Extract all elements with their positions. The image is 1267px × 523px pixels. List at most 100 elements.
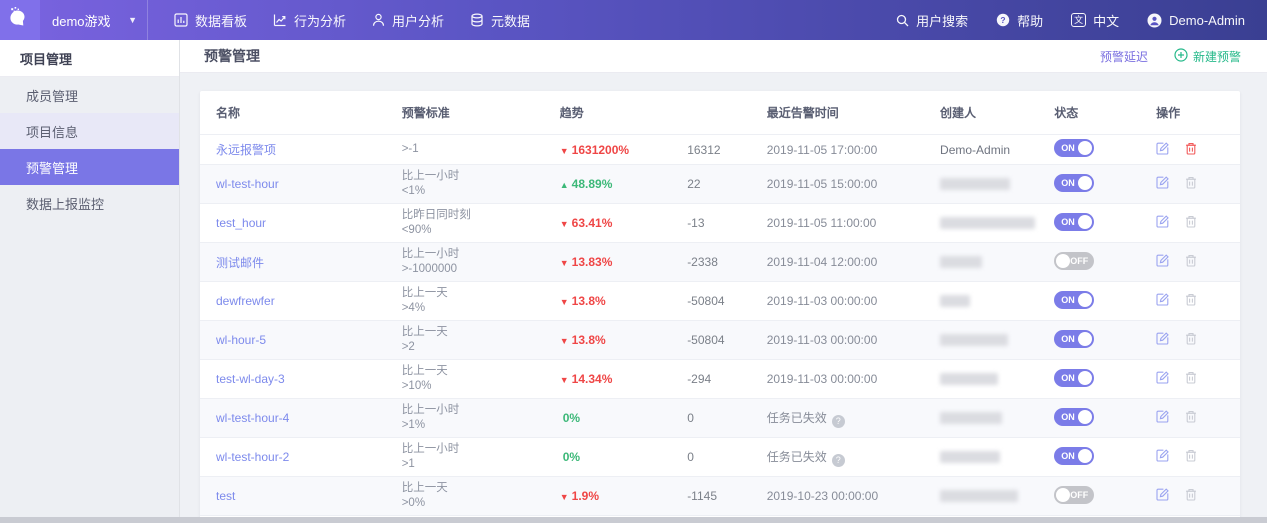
edit-button[interactable] — [1156, 176, 1169, 189]
table-row: wl-hour-5 比上一天 >2 ▼ 13.8% -50804 2019-11-0… — [200, 320, 1240, 360]
help-button[interactable]: ? 帮助 — [996, 11, 1043, 30]
toggle-knob — [1078, 141, 1093, 155]
toggle-knob — [1078, 292, 1093, 307]
delete-button[interactable] — [1185, 254, 1197, 267]
status-toggle-label: ON — [1061, 216, 1075, 227]
edit-button[interactable] — [1156, 254, 1169, 267]
table-header-row: 名称 预警标准 趋势 最近告警时间 创建人 状态 操作 — [200, 91, 1240, 135]
change-amount: 0 — [687, 450, 694, 464]
change-amount: 22 — [687, 177, 701, 191]
sidebar-item-project-info[interactable]: 项目信息 — [0, 113, 179, 149]
navbar-right: 用户搜索 ? 帮助 文 中文 Demo-Admin — [896, 11, 1267, 30]
header-actions: 预警延迟 新建预警 — [1099, 47, 1241, 65]
trend-value: ▼ 13.83% — [560, 255, 613, 269]
trend-value: ▼ 1631200% — [560, 143, 629, 157]
edit-button[interactable] — [1156, 449, 1169, 462]
table-row: 测试邮件 比上一小时 >-1000000 ▼ 13.83% -2338 2019-1… — [200, 242, 1240, 282]
chevron-down-icon: ▼ — [128, 15, 137, 25]
sidebar-item-alert-management[interactable]: 预警管理 — [0, 149, 179, 185]
project-switcher[interactable]: demo游戏 ▼ — [40, 0, 147, 40]
expired-info-icon[interactable]: ? — [831, 453, 845, 467]
alert-name-link[interactable]: dewfrewfer — [216, 294, 275, 308]
nav-item-dashboard[interactable]: 数据看板 — [174, 11, 247, 30]
status-toggle[interactable]: ON — [1054, 290, 1095, 309]
last-alert-time: 2019-11-03 00:00:00 — [766, 294, 878, 308]
alert-name-link[interactable]: test — [216, 489, 236, 503]
svg-text:?: ? — [1001, 15, 1006, 25]
status-toggle[interactable]: OFF — [1054, 485, 1095, 504]
delete-button[interactable] — [1185, 215, 1197, 228]
nav-item-user-analysis[interactable]: 用户分析 — [372, 11, 444, 30]
last-alert-time: 2019-11-05 15:00:00 — [766, 177, 878, 191]
sidebar-item-label: 成员管理 — [26, 88, 79, 104]
trend-text: 63.41% — [571, 216, 613, 230]
trend-arrow-icon: ▼ — [559, 219, 569, 229]
database-icon — [470, 13, 484, 27]
alert-name-link[interactable]: wl-test-hour-4 — [216, 411, 290, 425]
delete-button[interactable] — [1185, 176, 1197, 189]
edit-button[interactable] — [1156, 410, 1169, 423]
alert-name-link[interactable]: test_hour — [216, 216, 267, 230]
language-switcher[interactable]: 文 中文 — [1071, 11, 1119, 30]
status-toggle-label: OFF — [1070, 489, 1089, 500]
last-alert-time: 任务已失效 — [766, 449, 827, 464]
trend-text: 0% — [562, 411, 581, 425]
delete-button[interactable] — [1185, 332, 1197, 345]
delete-button[interactable] — [1185, 293, 1197, 306]
delete-button[interactable] — [1185, 410, 1197, 423]
nav-item-behavior[interactable]: 行为分析 — [273, 11, 346, 30]
status-toggle[interactable]: ON — [1054, 173, 1095, 192]
toggle-knob — [1056, 487, 1071, 502]
alert-name-link[interactable]: wl-test-hour-2 — [216, 450, 290, 464]
expired-info-icon[interactable]: ? — [831, 414, 845, 428]
delete-button[interactable] — [1185, 371, 1197, 384]
nav-item-metadata[interactable]: 元数据 — [470, 11, 530, 30]
last-alert-time: 任务已失效 — [766, 410, 827, 425]
criteria-cell: 比上一小时 >1 — [393, 437, 552, 477]
alert-name-link[interactable]: wl-hour-5 — [216, 333, 267, 347]
alert-delay-link[interactable]: 预警延迟 — [1099, 49, 1148, 64]
sidebar-item-data-report-monitor[interactable]: 数据上报监控 — [0, 185, 179, 221]
edit-button[interactable] — [1156, 293, 1169, 306]
page-bottom-strip — [0, 517, 1267, 523]
status-toggle[interactable]: ON — [1054, 446, 1095, 465]
status-toggle[interactable]: ON — [1054, 212, 1095, 231]
status-toggle[interactable]: ON — [1054, 329, 1095, 348]
edit-button[interactable] — [1156, 215, 1169, 228]
main-area: 预警管理 预警延迟 新建预警 — [180, 40, 1267, 523]
account-menu[interactable]: Demo-Admin — [1147, 13, 1245, 28]
toggle-knob — [1078, 175, 1093, 190]
alert-name-link[interactable]: test-wl-day-3 — [216, 372, 285, 386]
status-toggle[interactable]: ON — [1054, 139, 1095, 157]
alert-name-link[interactable]: wl-test-hour — [216, 177, 279, 191]
table-row: test-wl-day-3 比上一天 >10% ▼ 14.34% -294 2019… — [200, 359, 1240, 399]
delete-button[interactable] — [1185, 142, 1197, 155]
create-alert-button[interactable]: 新建预警 — [1174, 47, 1241, 65]
edit-button[interactable] — [1156, 141, 1169, 155]
change-amount: -1145 — [687, 489, 717, 503]
status-toggle-label: OFF — [1070, 255, 1089, 266]
table-row: wl-test-hour-4 比上一小时 >1% 0% 0 任务已失效? ON — [200, 398, 1240, 438]
user-search-button[interactable]: 用户搜索 — [896, 11, 968, 30]
language-label: 中文 — [1093, 13, 1120, 29]
alert-name-link[interactable]: 测试邮件 — [216, 255, 265, 270]
sidebar-item-label: 项目信息 — [26, 124, 79, 140]
alert-name-link[interactable]: 永远报警项 — [216, 143, 277, 157]
status-toggle[interactable]: ON — [1054, 407, 1095, 426]
status-toggle[interactable]: ON — [1054, 368, 1095, 387]
delete-button[interactable] — [1185, 488, 1197, 501]
edit-button[interactable] — [1156, 371, 1169, 384]
app-logo[interactable] — [0, 0, 40, 40]
trend-value: ▲ 48.89% — [560, 177, 613, 191]
edit-button[interactable] — [1156, 488, 1169, 501]
sidebar-item-members[interactable]: 成员管理 — [0, 77, 179, 113]
page-header: 预警管理 预警延迟 新建预警 — [180, 40, 1267, 73]
delete-button[interactable] — [1185, 449, 1197, 462]
edit-button[interactable] — [1156, 332, 1169, 345]
trend-line-icon — [273, 13, 287, 27]
status-toggle[interactable]: OFF — [1054, 251, 1095, 270]
redacted-creator — [940, 451, 1001, 463]
navbar-divider — [147, 0, 148, 40]
creator-cell — [932, 281, 1047, 321]
toggle-knob — [1078, 370, 1093, 385]
